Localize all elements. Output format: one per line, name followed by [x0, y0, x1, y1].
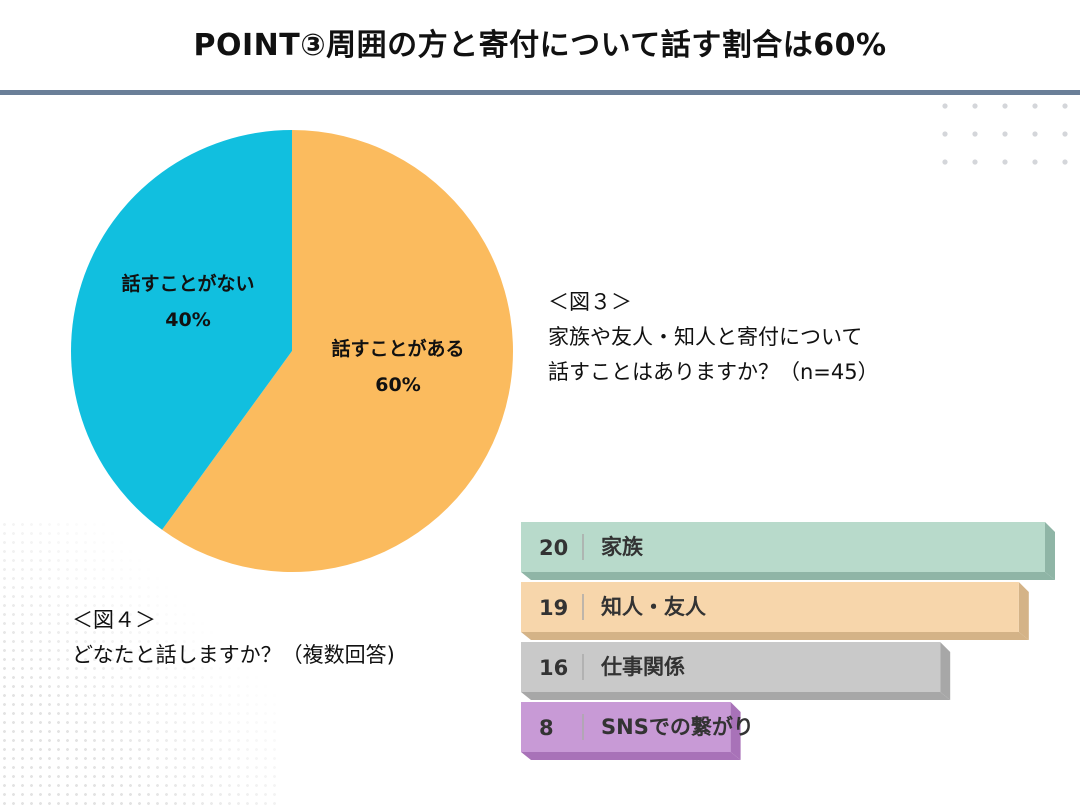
figure3-label: ＜図３＞ [548, 290, 632, 314]
decorative-dot [942, 131, 948, 137]
bar-value-label: 16 [539, 656, 568, 680]
bar-front-face [521, 702, 731, 752]
pie-slice-label: 話すことがない [121, 272, 254, 295]
decorative-dot [972, 131, 978, 137]
decorative-dot [942, 159, 948, 165]
bar-bottom-face [521, 692, 951, 700]
bar-bottom-face [521, 752, 741, 760]
bar-value-label: 19 [539, 596, 568, 620]
bar-side-face [730, 702, 741, 760]
decorative-dot [1062, 103, 1068, 109]
pie-slice [70, 130, 292, 530]
bar-bottom-face [521, 572, 1055, 580]
bar-side-face [940, 642, 951, 700]
figure4-caption: ＜図４＞ どなたと話しますか？（複数回答) [72, 603, 395, 673]
bar-category-label: 仕事関係 [600, 655, 685, 679]
figure4-question: どなたと話しますか？（複数回答) [72, 643, 395, 667]
decorative-dot [1062, 159, 1068, 165]
pie-slice-value: 60% [375, 374, 420, 396]
bar: 16 仕事関係 [521, 642, 951, 700]
decorative-dot [1062, 131, 1068, 137]
bar-value-label: 8 [539, 716, 554, 740]
decorative-dot [942, 103, 948, 109]
figure3-caption: ＜図３＞ 家族や友人・知人と寄付について 話すことはありますか？（n=45） [548, 285, 879, 390]
bar-category-label: 家族 [601, 535, 644, 559]
bar-side-face [1018, 582, 1029, 640]
decorative-halftone [0, 520, 280, 810]
bar-front-face [521, 642, 941, 692]
decorative-dot [1002, 131, 1008, 137]
bar-side-face [1045, 522, 1055, 580]
bar: 20 家族 [521, 522, 1055, 580]
decorative-dot [1032, 159, 1038, 165]
bar-front-face [521, 522, 1045, 572]
figure3-question-line1: 家族や友人・知人と寄付について [548, 325, 863, 349]
decorative-dot [972, 159, 978, 165]
decorative-dot [1032, 131, 1038, 137]
page-title: POINT③周囲の方と寄付について話す割合は60% [193, 28, 887, 63]
decorative-dot-grid [942, 103, 1068, 165]
bar: 8 SNSでの繋がり [521, 702, 754, 760]
pie-slice-value: 40% [165, 309, 210, 331]
bar-front-face [521, 582, 1019, 632]
decorative-dot [1002, 159, 1008, 165]
bar-value-label: 20 [539, 536, 568, 560]
decorative-dot [972, 103, 978, 109]
bar-bottom-face [521, 632, 1029, 640]
bar-category-label: 知人・友人 [601, 595, 706, 619]
decorative-dot [1032, 103, 1038, 109]
decorative-dot [1002, 103, 1008, 109]
pie-slice [162, 130, 514, 572]
title-divider [0, 90, 1080, 95]
pie-slice-label: 話すことがある [331, 337, 464, 360]
figure3-question-line2: 話すことはありますか？（n=45） [548, 360, 879, 384]
figure4-label: ＜図４＞ [72, 608, 156, 632]
pie-chart: 話すことがある 60% 話すことがない 40% [70, 130, 514, 572]
bar: 19 知人・友人 [521, 582, 1029, 640]
bar-category-label: SNSでの繋がり [601, 715, 754, 739]
